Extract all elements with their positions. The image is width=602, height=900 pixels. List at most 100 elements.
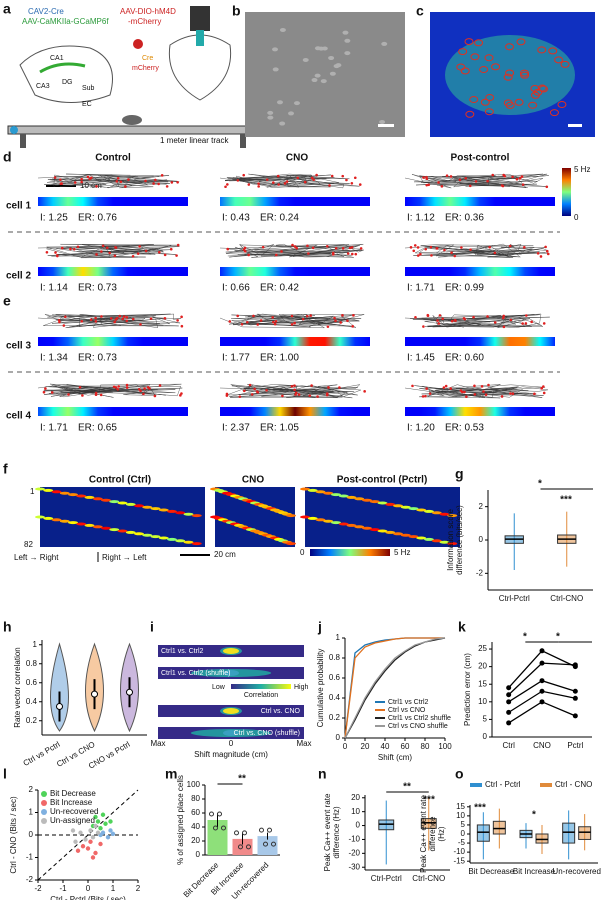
population-heatmap (40, 487, 205, 547)
heat-spot (323, 491, 334, 495)
event (138, 245, 141, 248)
event (125, 386, 129, 389)
event (144, 179, 147, 183)
heat-spot (183, 540, 194, 544)
roi (516, 38, 526, 46)
rate-map (405, 267, 555, 276)
event (146, 385, 150, 389)
event (290, 385, 294, 388)
event (86, 175, 90, 179)
event (125, 316, 129, 319)
roi (548, 47, 558, 55)
cell-blob (276, 100, 283, 105)
event (301, 317, 305, 321)
x-tick-label: CNO (533, 741, 551, 750)
event (311, 246, 315, 250)
trajectory (404, 243, 548, 258)
panel-label: m (165, 766, 177, 782)
event (118, 314, 122, 318)
point (78, 830, 83, 835)
event (449, 175, 453, 178)
y-tick-label: 5 (461, 820, 466, 829)
event (242, 173, 246, 177)
event (511, 175, 514, 179)
legend-label: Ctrl1 vs Ctrl2 (388, 699, 429, 706)
event (297, 393, 301, 396)
legend-label: Ctrl1 vs Ctrl2 shuffle (388, 715, 451, 722)
violin-body (50, 642, 69, 732)
rate-map (38, 337, 188, 346)
reward (10, 126, 18, 134)
label: Sub (82, 85, 95, 92)
y-tick-label: 20 (478, 662, 487, 671)
track-leg (240, 134, 246, 148)
event (341, 247, 345, 250)
significance: * (538, 479, 542, 490)
lens (196, 30, 204, 46)
cell-label: cell 4 (6, 411, 31, 422)
event (88, 177, 92, 181)
heat-spot (175, 539, 186, 543)
data-point (242, 830, 247, 836)
roi (484, 108, 494, 116)
x-tick-label: 0 (229, 739, 234, 748)
point (93, 850, 98, 856)
event (545, 249, 549, 253)
event (89, 318, 93, 322)
cell-blob (293, 101, 300, 106)
heat-spot (68, 493, 78, 497)
event (469, 248, 472, 251)
event (502, 325, 506, 329)
event (351, 325, 354, 328)
y-tick-label: 100 (187, 780, 201, 789)
event (139, 323, 142, 326)
event (273, 322, 277, 326)
column-header: Post-control (Pctrl) (337, 475, 428, 486)
heat-spot (362, 498, 372, 502)
event (163, 316, 167, 320)
heat-spot (362, 526, 372, 530)
roi (484, 54, 494, 62)
heat-spot (354, 497, 365, 501)
event (488, 245, 491, 249)
event (108, 251, 112, 255)
box (578, 826, 592, 840)
roi (538, 85, 548, 93)
event (272, 181, 275, 184)
significance: *** (560, 495, 572, 506)
x-tick-label: Ctrl-CNO (550, 594, 583, 603)
event (116, 177, 120, 180)
heat-spot (134, 532, 144, 536)
panel-i: i Low High Correlation Max 0 Max Shift m… (150, 619, 312, 759)
heat-spot (377, 529, 388, 533)
event-rate: ER: 0.73 (78, 353, 117, 364)
event (333, 316, 336, 320)
colorbar-label: 5 Hz (394, 548, 410, 557)
heat-spot (125, 502, 136, 506)
heat-spot (101, 498, 111, 502)
event (411, 384, 414, 388)
info-score: I: 1.14 (40, 283, 68, 294)
roi (530, 85, 540, 93)
rate-map (220, 197, 370, 206)
x-tick-label: 0 (343, 742, 348, 751)
y-tick-label: 2 (29, 785, 34, 794)
event (60, 246, 64, 250)
y-tick-label: 80 (191, 794, 200, 803)
event (131, 317, 135, 321)
event (352, 314, 355, 317)
event (180, 324, 184, 328)
event (73, 181, 77, 184)
x-tick-label: 1 (111, 884, 116, 893)
data-point (263, 841, 268, 847)
cell-blob (344, 38, 351, 43)
panel-label: l (3, 766, 7, 782)
roi (503, 73, 513, 81)
event (50, 391, 54, 394)
point (506, 720, 512, 726)
event (328, 184, 331, 187)
event (348, 246, 352, 250)
event (450, 251, 453, 254)
event (421, 395, 425, 398)
